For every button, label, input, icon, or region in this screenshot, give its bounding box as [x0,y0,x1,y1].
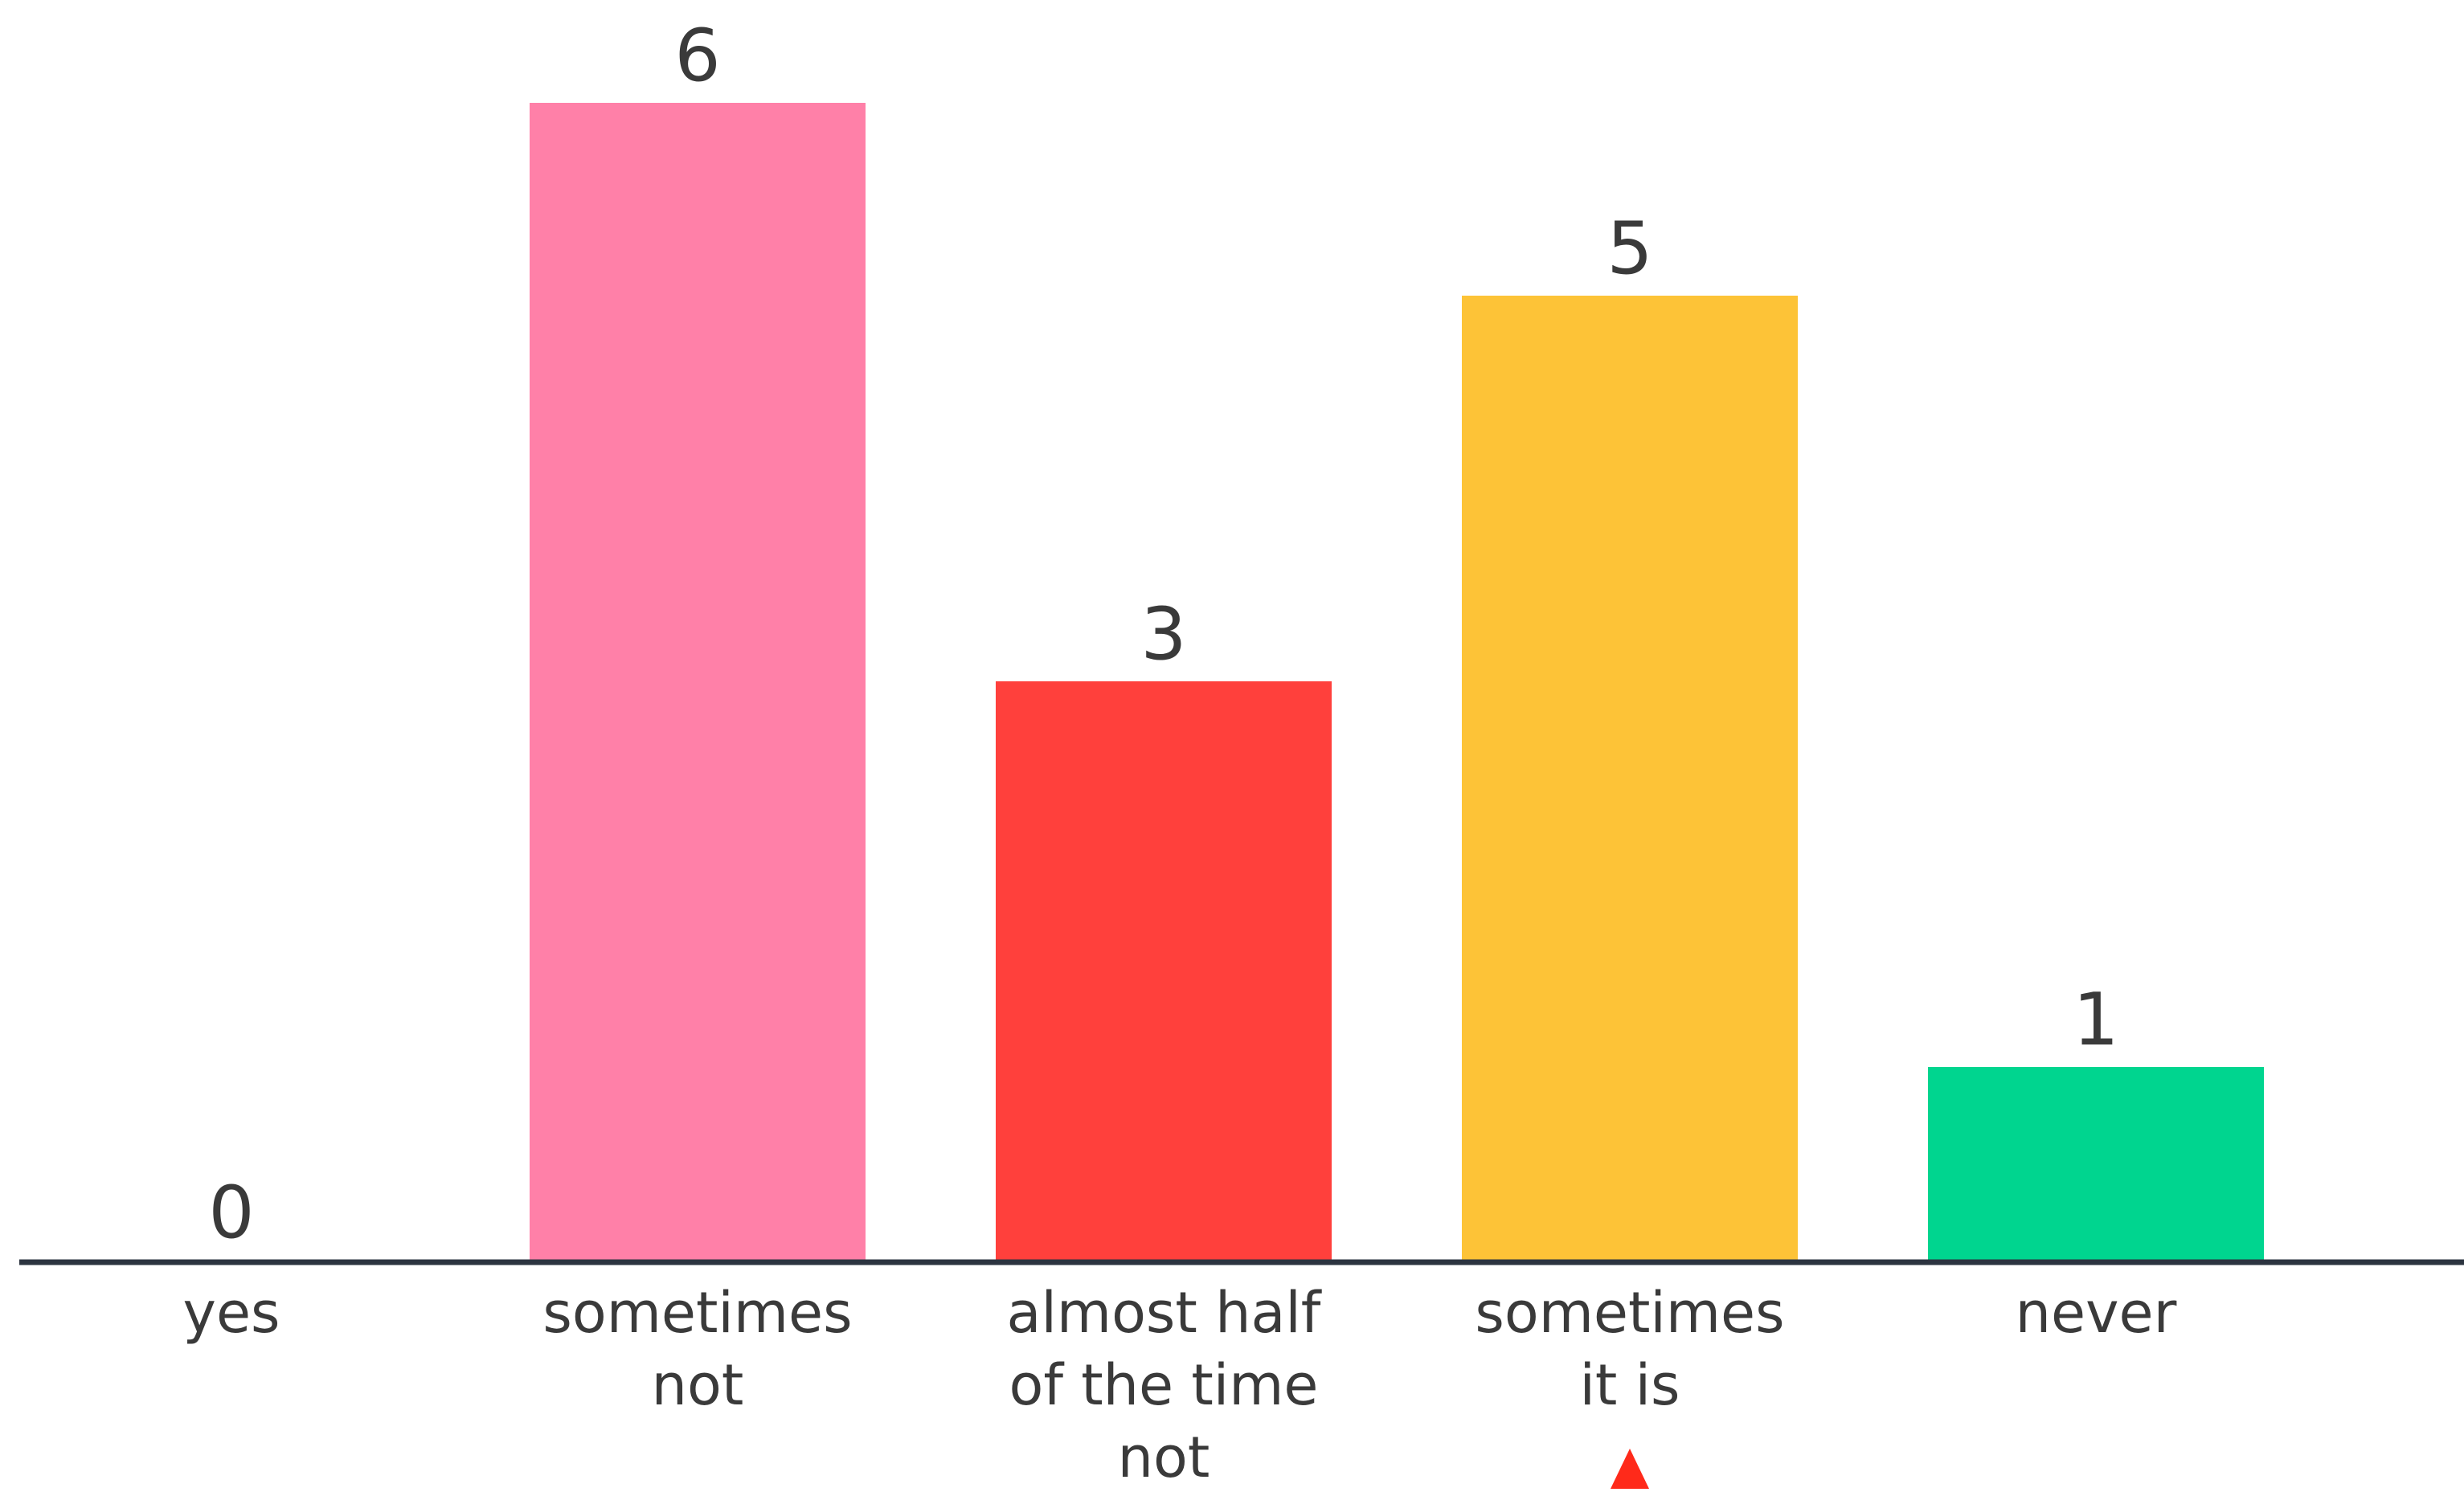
value-labels-layer: 0 6 3 5 1 [208,14,2118,1255]
value-label-2: 3 [1140,592,1186,677]
category-label-4: never [2016,1280,2177,1346]
category-label-2: almost half of the time not [1007,1280,1322,1489]
category-label-line: sometimes [542,1280,852,1346]
category-label-line: it is [1579,1352,1680,1418]
value-label-0: 0 [208,1171,254,1255]
value-label-4: 1 [2073,978,2118,1062]
category-label-1: sometimes not [542,1280,852,1418]
bar-4 [1928,1067,2264,1260]
value-label-1: 6 [674,14,720,98]
category-label-line: yes [183,1280,280,1346]
category-label-line: not [1118,1425,1210,1489]
category-label-line: never [2016,1280,2177,1346]
value-label-3: 5 [1607,206,1652,291]
category-label-3: sometimes it is [1475,1280,1784,1418]
category-label-line: not [652,1352,744,1418]
category-label-line: almost half [1007,1280,1322,1346]
category-label-line: sometimes [1475,1280,1784,1346]
bar-1 [530,103,866,1260]
category-label-0: yes [183,1280,280,1346]
category-label-line: of the time [1009,1352,1319,1418]
red-arrow-marker [1611,1449,1649,1489]
bar-2 [996,681,1332,1260]
bar-3 [1462,296,1798,1260]
bars-layer [530,103,2264,1260]
